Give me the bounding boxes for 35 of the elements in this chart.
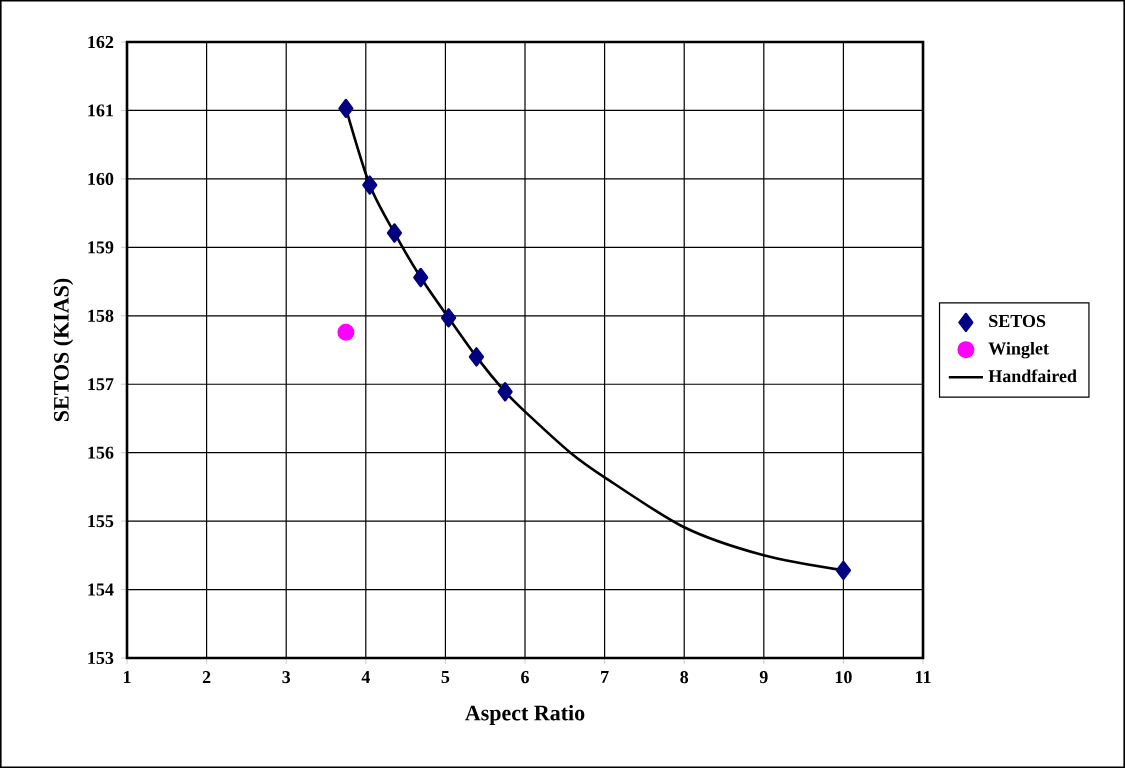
- x-tick-label: 5: [441, 671, 450, 684]
- y-tick-label: 155: [88, 515, 114, 528]
- x-tick-label: 11: [915, 671, 931, 683]
- y-tick-label: 158: [88, 309, 114, 322]
- point: [440, 308, 457, 328]
- x-tick-label: 1: [123, 671, 131, 683]
- legend-label: Winglet: [988, 341, 1049, 359]
- y-tick-label: 162: [88, 35, 114, 49]
- point: [337, 323, 355, 341]
- x-tick-label: 3: [282, 671, 291, 684]
- y-tick-label: 154: [88, 583, 114, 596]
- legend-label: SETOS: [989, 314, 1046, 328]
- point: [835, 560, 851, 581]
- point: [362, 175, 378, 195]
- y-tick-label: 153: [88, 651, 114, 665]
- x-tick-label: 8: [680, 671, 689, 684]
- point: [413, 267, 429, 288]
- y-tick-label: 159: [88, 241, 114, 254]
- x-tick-label: 7: [601, 671, 609, 683]
- y-tick-label: 157: [88, 378, 114, 391]
- x-tick-label: 9: [759, 671, 768, 684]
- y-tick-label: 161: [88, 104, 113, 117]
- point: [386, 223, 403, 243]
- y-tick-label: 160: [88, 172, 114, 185]
- x-tick-label: 2: [202, 671, 211, 683]
- y-axis-title: SETOS (KIAS): [53, 278, 74, 422]
- legend-label: Handfaired: [988, 369, 1077, 383]
- x-tick-label: 10: [835, 671, 852, 684]
- x-tick-label: 4: [361, 671, 370, 683]
- point: [468, 347, 485, 367]
- x-axis-title: Aspect Ratio: [465, 704, 585, 725]
- point: [338, 98, 354, 119]
- y-tick-label: 156: [88, 446, 114, 459]
- x-tick-label: 6: [521, 671, 529, 684]
- point: [497, 382, 513, 402]
